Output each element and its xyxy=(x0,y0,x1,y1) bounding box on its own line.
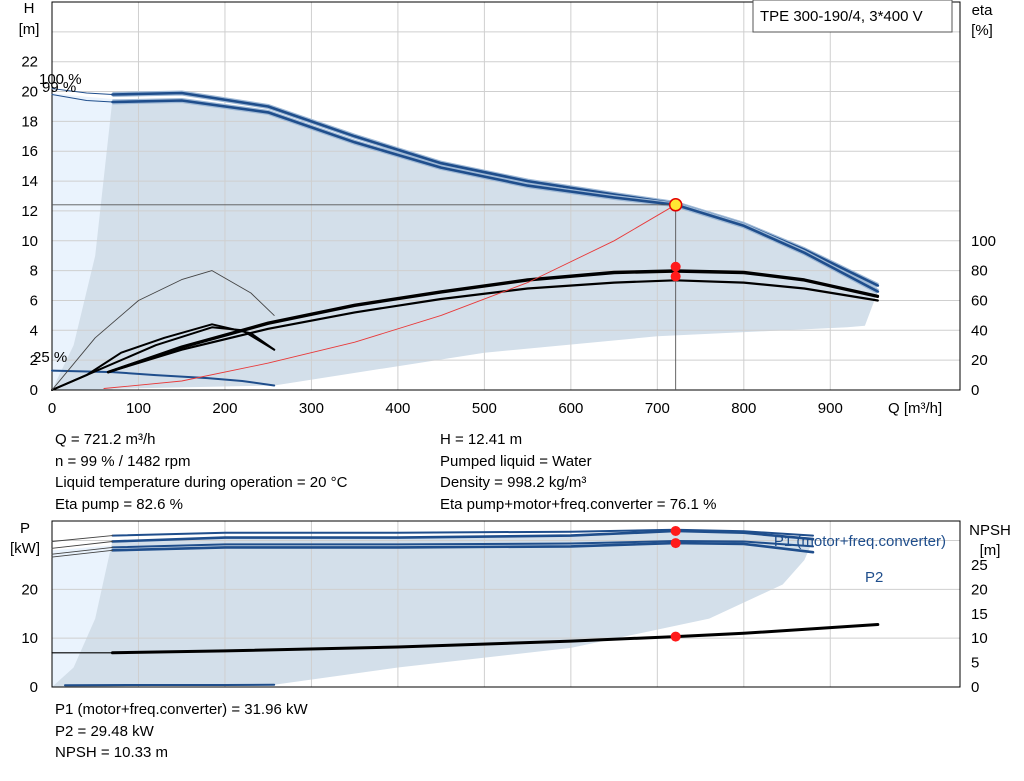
series-head-99 xyxy=(111,99,880,293)
p-axis-label: P xyxy=(20,520,30,537)
npsh-axis-label: NPSH xyxy=(969,522,1011,539)
density-value: Density = 998.2 kg/m³ xyxy=(440,474,587,491)
y-left-tick-label-lower: 20 xyxy=(21,581,38,598)
x-tick-label: 600 xyxy=(558,400,583,417)
x-tick-label: 500 xyxy=(472,400,497,417)
pumped-liquid-value: Pumped liquid = Water xyxy=(440,452,592,470)
y-right-axis-label: eta xyxy=(972,2,994,19)
y-left-tick-label: 0 xyxy=(30,382,38,399)
eta-total-value: Eta pump+motor+freq.converter = 76.1 % xyxy=(440,495,717,513)
x-tick-label: 900 xyxy=(818,400,843,417)
p1-point xyxy=(670,525,681,536)
label-99-percent: 99 % xyxy=(42,79,76,96)
operating-point-marker xyxy=(668,198,683,212)
y-left-tick-label: 4 xyxy=(30,322,38,339)
p2-value: P2 = 29.48 kW xyxy=(55,722,154,740)
series-eta-25-thin xyxy=(51,270,275,391)
series-P-ext xyxy=(51,535,113,542)
series-P-ext-d xyxy=(51,549,113,558)
y-left-tick-label-lower: 0 xyxy=(30,679,38,696)
y-left-tick-label: 8 xyxy=(30,263,38,280)
series-P1-99 xyxy=(111,529,815,543)
y-right-tick-label: 20 xyxy=(971,352,988,369)
y-right-tick-label-lower: 25 xyxy=(971,557,988,574)
legend-p2: P2 xyxy=(865,569,883,586)
p-axis-unit: [kW] xyxy=(10,540,40,557)
eta-pump-value: Eta pump = 82.6 % xyxy=(55,495,183,513)
y-right-tick-label: 80 xyxy=(971,263,988,280)
y-right-tick-label-lower: 10 xyxy=(971,630,988,647)
x-tick-label: 700 xyxy=(645,400,670,417)
series-P-25 xyxy=(64,683,276,687)
y-right-tick-label-lower: 15 xyxy=(971,606,988,623)
legend-p1: P1 (motor+freq.converter) xyxy=(774,533,946,550)
p2-point xyxy=(670,538,681,549)
series-eta-total-99 xyxy=(107,279,879,374)
x-tick-label: 200 xyxy=(212,400,237,417)
y-left-axis-label: H xyxy=(24,0,35,17)
info-bottom: P1 (motor+freq.converter) = 31.96 kW P2 … xyxy=(55,699,308,764)
y-left-tick-label: 14 xyxy=(21,173,38,190)
plot-frame xyxy=(51,1,961,391)
y-right-tick-label: 100 xyxy=(971,233,996,250)
speed-value: n = 99 % / 1482 rpm xyxy=(55,452,191,470)
npsh-axis-unit: [m] xyxy=(980,542,1001,559)
title-box xyxy=(752,0,953,33)
y-left-tick-label: 6 xyxy=(30,292,38,309)
series-NPSH xyxy=(111,623,880,655)
series-head-100-ext xyxy=(51,88,113,95)
label-100-percent: 100 % xyxy=(39,71,82,88)
series-P1-100 xyxy=(111,528,814,537)
y-right-tick-label: 60 xyxy=(971,292,988,309)
x-tick-label: 300 xyxy=(299,400,324,417)
operating-range-fill xyxy=(52,99,878,390)
plot-frame-lower xyxy=(51,520,961,688)
x-tick-label: 400 xyxy=(385,400,410,417)
flow-value: Q = 721.2 m³/h xyxy=(55,431,156,448)
y-left-axis-unit: [m] xyxy=(19,21,40,38)
chart-title: TPE 300-190/4, 3*400 V xyxy=(760,8,923,25)
power-npsh-chart: 0 10 20 0 5 10 15 20 25 P [kW] NPSH [m] P1 (motor+fre… xyxy=(10,520,1011,696)
series-P2-100 xyxy=(111,540,814,549)
y-right-tick-label: 0 xyxy=(971,382,979,399)
series-P-ext-b xyxy=(51,541,113,549)
x-tick-label: 0 xyxy=(48,400,56,417)
info-col-2: H = 12.41 m Pumped liquid = Water Densit… xyxy=(440,429,716,515)
x-tick-label: 100 xyxy=(126,400,151,417)
liquid-temperature-value: Liquid temperature during operation = 20… xyxy=(55,474,348,491)
y-right-axis-unit: [%] xyxy=(971,22,993,39)
y-left-tick-label: 16 xyxy=(21,143,38,160)
series-eta-25-b xyxy=(51,326,276,391)
x-tick-label: 800 xyxy=(731,400,756,417)
series-head-25 xyxy=(51,369,276,387)
y-left-tick-label: 22 xyxy=(21,54,38,71)
y-right-tick-label: 40 xyxy=(971,322,988,339)
head-efficiency-chart: 100 %99 %25 %0 100 200 300 400 500 600 700 800 90… xyxy=(19,0,996,417)
p1-value: P1 (motor+freq.converter) = 31.96 kW xyxy=(55,701,308,718)
npsh-value: NPSH = 10.33 m xyxy=(55,744,168,761)
y-left-tick-label: 18 xyxy=(21,113,38,130)
y-right-tick-label-lower: 20 xyxy=(971,581,988,598)
y-right-tick-label-lower: 5 xyxy=(971,655,979,672)
y-left-tick-label: 2 xyxy=(30,352,38,369)
y-left-tick-label: 10 xyxy=(21,233,38,250)
series-P-ext-c xyxy=(51,546,113,555)
y-left-tick-label: 20 xyxy=(21,84,38,101)
eta-total-point xyxy=(670,271,681,282)
x-axis-label: Q [m³/h] xyxy=(888,400,942,417)
info-col-1: Q = 721.2 m³/h n = 99 % / 1482 rpm Liqui… xyxy=(55,429,347,515)
y-left-tick-label-lower: 10 xyxy=(21,630,38,647)
y-left-tick-label: 12 xyxy=(21,203,38,220)
series-P2-99 xyxy=(111,541,815,554)
series-head-99-ext xyxy=(51,94,113,103)
label-25-percent: 25 % xyxy=(33,349,67,366)
series-system-curve xyxy=(103,204,676,389)
y-right-tick-label-lower: 0 xyxy=(971,679,979,696)
npsh-point xyxy=(670,631,681,642)
head-value: H = 12.41 m xyxy=(440,431,523,448)
operating-range-fill-lower xyxy=(52,531,813,687)
eta-pump-point xyxy=(670,261,681,272)
